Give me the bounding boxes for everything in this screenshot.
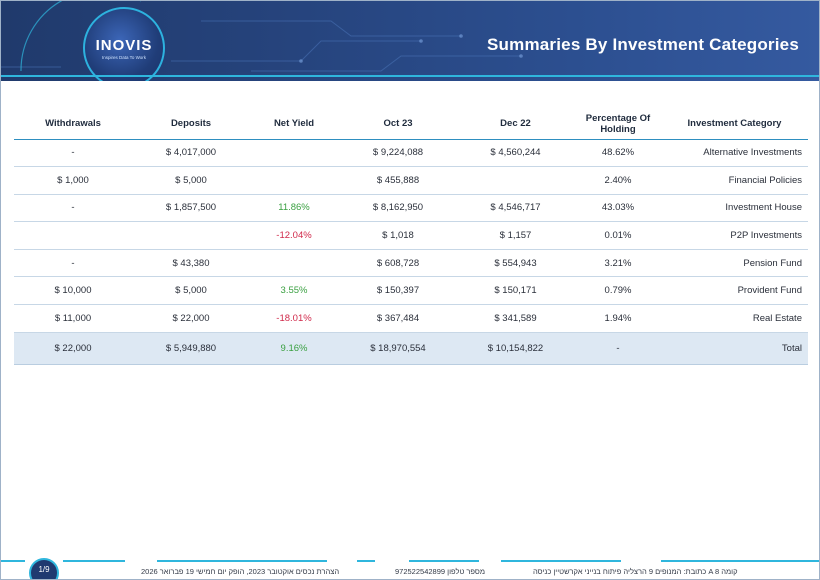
footer-line-segment bbox=[63, 560, 125, 562]
cell-oct23: $ 1,018 bbox=[338, 221, 458, 250]
footer-line-segment bbox=[409, 560, 479, 562]
page-header: INOVIS Inspires Data To Work Summaries B… bbox=[1, 1, 819, 81]
cell-withdrawals: $ 22,000 bbox=[14, 331, 132, 365]
table-row: $ 1,000 $ 5,000 $ 455,888 2.40% Financial Po… bbox=[14, 166, 808, 195]
cell-dec22: $ 341,589 bbox=[458, 304, 573, 333]
company-logo: INOVIS Inspires Data To Work bbox=[83, 7, 165, 81]
footer-line-segment bbox=[501, 560, 621, 562]
cell-withdrawals bbox=[14, 221, 132, 250]
cell-dec22: $ 150,171 bbox=[458, 276, 573, 306]
cell-dec22: $ 1,157 bbox=[458, 221, 573, 250]
header-accent-line bbox=[1, 75, 819, 77]
table-row: - $ 1,857,500 11.86% $ 8,162,950 $ 4,546,717… bbox=[14, 194, 808, 223]
cell-oct23: $ 150,397 bbox=[338, 276, 458, 306]
footer-declaration: הצהרת נכסים אוקטובר 2023, הופק יום חמישי… bbox=[141, 567, 340, 576]
cell-deposits: $ 5,949,880 bbox=[132, 331, 250, 365]
cell-category: Alternative Investments bbox=[663, 139, 808, 168]
footer-address: כתובת: המנופים 9 הרצליה פיתוח בנייני אקר… bbox=[533, 567, 738, 576]
page-footer: 1/9 הצהרת נכסים אוקטובר 2023, הופק יום ח… bbox=[1, 551, 819, 579]
col-net-yield: Net Yield bbox=[250, 109, 338, 140]
cell-oct23: $ 455,888 bbox=[338, 166, 458, 195]
cell-withdrawals: - bbox=[14, 249, 132, 278]
cell-dec22: $ 4,560,244 bbox=[458, 139, 573, 168]
cell-category: P2P Investments bbox=[663, 221, 808, 250]
col-category: Investment Category bbox=[663, 109, 808, 140]
cell-percentage: 2.40% bbox=[573, 166, 663, 195]
cell-percentage: 0.01% bbox=[573, 221, 663, 250]
cell-net-yield: 3.55% bbox=[250, 276, 338, 306]
table-row: -12.04% $ 1,018 $ 1,157 0.01% P2P Investment… bbox=[14, 221, 808, 250]
table-row: $ 11,000 $ 22,000 -18.01% $ 367,484 $ 341,58… bbox=[14, 304, 808, 333]
cell-percentage: 3.21% bbox=[573, 249, 663, 278]
cell-net-yield bbox=[250, 166, 338, 195]
cell-net-yield bbox=[250, 139, 338, 168]
cell-withdrawals: $ 10,000 bbox=[14, 276, 132, 306]
table-row: $ 10,000 $ 5,000 3.55% $ 150,397 $ 150,171 0.… bbox=[14, 276, 808, 306]
col-percentage: Percentage Of Holding bbox=[573, 109, 663, 140]
cell-withdrawals: - bbox=[14, 139, 132, 168]
cell-net-yield: 11.86% bbox=[250, 194, 338, 223]
cell-oct23: $ 8,162,950 bbox=[338, 194, 458, 223]
cell-percentage: 0.79% bbox=[573, 276, 663, 306]
cell-category: Total bbox=[663, 331, 808, 365]
cell-net-yield: 9.16% bbox=[250, 331, 338, 365]
cell-deposits bbox=[132, 221, 250, 250]
table-body: - $ 4,017,000 $ 9,224,088 $ 4,560,244 48.62%… bbox=[14, 139, 808, 365]
footer-line-segment bbox=[1, 560, 25, 562]
cell-net-yield: -18.01% bbox=[250, 304, 338, 333]
col-deposits: Deposits bbox=[132, 109, 250, 140]
cell-percentage: - bbox=[573, 331, 663, 365]
cell-dec22: $ 554,943 bbox=[458, 249, 573, 278]
table-row: - $ 4,017,000 $ 9,224,088 $ 4,560,244 48.62%… bbox=[14, 139, 808, 168]
table-total-row: $ 22,000 $ 5,949,880 9.16% $ 18,970,554 $ 10… bbox=[14, 331, 808, 365]
footer-line-segment bbox=[357, 560, 375, 562]
cell-category: Financial Policies bbox=[663, 166, 808, 195]
cell-category: Investment House bbox=[663, 194, 808, 223]
cell-withdrawals: $ 1,000 bbox=[14, 166, 132, 195]
investment-summary-table: Withdrawals Deposits Net Yield Oct 23 De… bbox=[14, 109, 808, 365]
footer-phone: מספר טלפון 972522542899 bbox=[395, 567, 485, 576]
logo-tagline: Inspires Data To Work bbox=[101, 55, 147, 60]
cell-oct23: $ 18,970,554 bbox=[338, 331, 458, 365]
footer-line-segment bbox=[661, 560, 819, 562]
footer-line-segment bbox=[157, 560, 327, 562]
cell-oct23: $ 367,484 bbox=[338, 304, 458, 333]
cell-deposits: $ 43,380 bbox=[132, 249, 250, 278]
cell-withdrawals: $ 11,000 bbox=[14, 304, 132, 333]
cell-dec22 bbox=[458, 166, 573, 195]
cell-deposits: $ 1,857,500 bbox=[132, 194, 250, 223]
table-row: - $ 43,380 $ 608,728 $ 554,943 3.21% Pension … bbox=[14, 249, 808, 278]
cell-net-yield bbox=[250, 249, 338, 278]
cell-deposits: $ 5,000 bbox=[132, 276, 250, 306]
col-withdrawals: Withdrawals bbox=[14, 109, 132, 140]
cell-percentage: 1.94% bbox=[573, 304, 663, 333]
cell-deposits: $ 22,000 bbox=[132, 304, 250, 333]
cell-net-yield: -12.04% bbox=[250, 221, 338, 250]
cell-oct23: $ 9,224,088 bbox=[338, 139, 458, 168]
cell-percentage: 43.03% bbox=[573, 194, 663, 223]
col-oct23: Oct 23 bbox=[338, 109, 458, 140]
cell-category: Provident Fund bbox=[663, 276, 808, 306]
cell-dec22: $ 4,546,717 bbox=[458, 194, 573, 223]
cell-percentage: 48.62% bbox=[573, 139, 663, 168]
page-title: Summaries By Investment Categories bbox=[487, 35, 799, 54]
page-number: 1/9 bbox=[29, 558, 59, 579]
cell-dec22: $ 10,154,822 bbox=[458, 331, 573, 365]
logo-circle-icon bbox=[83, 7, 165, 81]
cell-deposits: $ 4,017,000 bbox=[132, 139, 250, 168]
header-decoration bbox=[1, 1, 523, 72]
cell-deposits: $ 5,000 bbox=[132, 166, 250, 195]
cell-oct23: $ 608,728 bbox=[338, 249, 458, 278]
cell-category: Real Estate bbox=[663, 304, 808, 333]
col-dec22: Dec 22 bbox=[458, 109, 573, 140]
cell-withdrawals: - bbox=[14, 194, 132, 223]
table-header-row: Withdrawals Deposits Net Yield Oct 23 De… bbox=[14, 109, 808, 140]
logo-text: INOVIS bbox=[95, 37, 153, 54]
cell-category: Pension Fund bbox=[663, 249, 808, 278]
